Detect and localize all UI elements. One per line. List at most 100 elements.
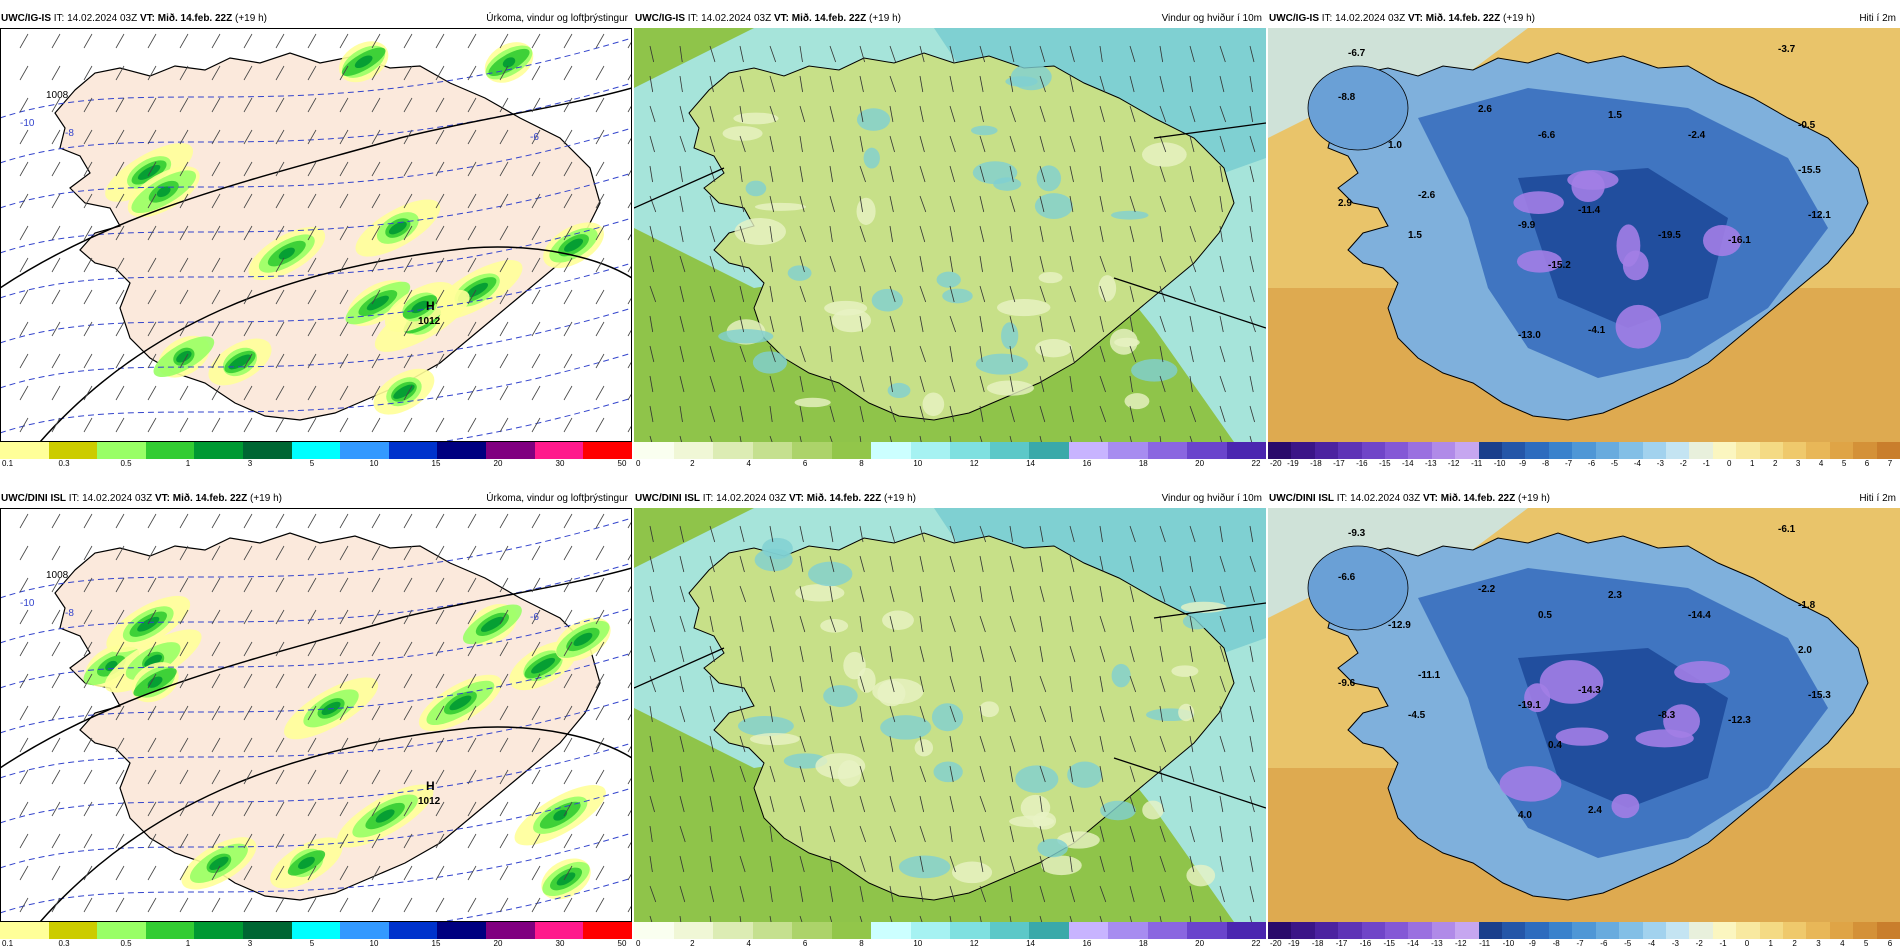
- wind-barb: [307, 737, 317, 753]
- wind-barb: [179, 737, 189, 753]
- wind-barb: [211, 769, 221, 785]
- wind-arrow: [1039, 525, 1044, 543]
- wind-barb: [243, 641, 253, 657]
- wind-barb: [595, 673, 605, 689]
- colorbar-tick-label: -9: [1528, 939, 1536, 948]
- wind-arrow: [949, 885, 956, 903]
- wind-arrow: [1249, 345, 1254, 363]
- wind-arrow: [1189, 885, 1194, 903]
- temperature-value-label: -9.6: [1338, 678, 1356, 689]
- wind-arrow: [889, 585, 895, 603]
- wind-barb: [83, 769, 93, 785]
- wind-barb: [499, 833, 509, 849]
- colorbar-tick-label: 6: [1887, 939, 1893, 948]
- colorbar-tick-label: 1: [185, 939, 191, 948]
- colorbar-swatch: [1291, 922, 1315, 939]
- colorbar-tick-label: -1: [1702, 459, 1710, 468]
- wind-arrow: [1069, 195, 1074, 213]
- wind-barb: [627, 200, 632, 209]
- wind-arrow: [889, 315, 896, 333]
- wind-barb: [627, 840, 632, 849]
- temperature-value-label: 1.0: [1388, 140, 1402, 151]
- temperature-value-label: 0.4: [1548, 740, 1562, 751]
- wind-barb: [563, 897, 573, 913]
- wind-barb: [83, 193, 93, 209]
- wind-arrow: [1099, 195, 1104, 213]
- wind-barb: [147, 65, 157, 81]
- colorbar-swatch: [1736, 442, 1760, 459]
- wind-arrow: [1159, 825, 1166, 843]
- wind-barb: [435, 641, 445, 657]
- wind-arrow: [829, 435, 833, 442]
- wind-barb: [211, 193, 221, 209]
- colorbar-swatch: [1525, 922, 1549, 939]
- wind-barb: [627, 872, 632, 881]
- precip-area: [556, 872, 576, 886]
- wind-arrow: [829, 705, 834, 723]
- wind-arrow: [709, 285, 716, 303]
- colorbar-swatch: [1689, 922, 1713, 939]
- colorbar-tick-label: -16: [1359, 939, 1372, 948]
- wind-barb: [51, 897, 61, 913]
- colorbar-tick-label: 15: [431, 459, 441, 468]
- wind-arrow: [1069, 825, 1075, 843]
- wind-arrow: [679, 45, 683, 63]
- wind-arrow: [919, 165, 926, 183]
- wind-barb: [243, 577, 253, 593]
- wind-arrow: [1069, 525, 1075, 543]
- wind-arrow: [1129, 75, 1135, 93]
- wind-speed-patch: [752, 351, 788, 374]
- temperature-value-label: -14.3: [1578, 685, 1601, 696]
- wind-barb: [371, 641, 381, 657]
- wind-barb: [595, 193, 605, 209]
- wind-barb: [115, 769, 125, 785]
- wind-barb: [595, 225, 605, 241]
- colorbar-swatch: [243, 922, 292, 939]
- wind-barb: [147, 161, 157, 177]
- wind-arrow: [1249, 105, 1254, 123]
- wind-arrow: [1069, 765, 1074, 783]
- wind-barb: [51, 193, 61, 209]
- wind-barb: [595, 801, 605, 817]
- temp-colorbar: -20 -19 -18 -17 -16 -15 -14 -13 -12 -11 -10 -9 -8 -7-…: [1268, 922, 1900, 948]
- wind-arrow: [1069, 345, 1075, 363]
- wind-arrow: [709, 255, 716, 273]
- wind-arrow: [889, 885, 894, 903]
- wind-barb: [115, 865, 125, 881]
- wind-arrow: [649, 165, 653, 183]
- wind-arrow: [1249, 765, 1256, 783]
- wind-speed-patch: [1131, 359, 1178, 382]
- temperature-value-label: -12.9: [1388, 620, 1411, 631]
- wind-barb: [467, 417, 477, 433]
- wind-barb: [563, 65, 573, 81]
- wind-barb: [627, 392, 632, 401]
- wind-barb: [83, 97, 93, 113]
- wind-arrow: [1159, 645, 1164, 663]
- wind-barb: [19, 641, 29, 657]
- wind-barb: [435, 353, 445, 369]
- wind-barb: [115, 65, 125, 81]
- wind-arrow: [889, 45, 896, 63]
- wind-barb: [179, 513, 189, 529]
- wind-barb: [83, 545, 93, 561]
- wind-arrow: [1219, 525, 1223, 543]
- wind-barb: [179, 833, 189, 849]
- wind-barb: [211, 609, 221, 625]
- wind-arrow: [1009, 375, 1014, 393]
- wind-arrow: [709, 165, 716, 183]
- wind-barb: [51, 769, 61, 785]
- wind-arrow: [709, 705, 716, 723]
- wind-arrow: [649, 795, 655, 813]
- wind-arrow: [1129, 225, 1135, 243]
- wind-arrow: [709, 795, 714, 813]
- wind-arrow: [769, 165, 774, 183]
- wind-arrow: [1129, 645, 1135, 663]
- colorbar-swatch: [1853, 922, 1877, 939]
- wind-arrow: [949, 615, 956, 633]
- wind-barb: [435, 513, 445, 529]
- wind-barb: [179, 193, 189, 209]
- wind-arrow: [1099, 585, 1104, 603]
- wind-barb: [19, 353, 29, 369]
- wind-arrow: [829, 615, 836, 633]
- temperature-contour: [0, 742, 632, 824]
